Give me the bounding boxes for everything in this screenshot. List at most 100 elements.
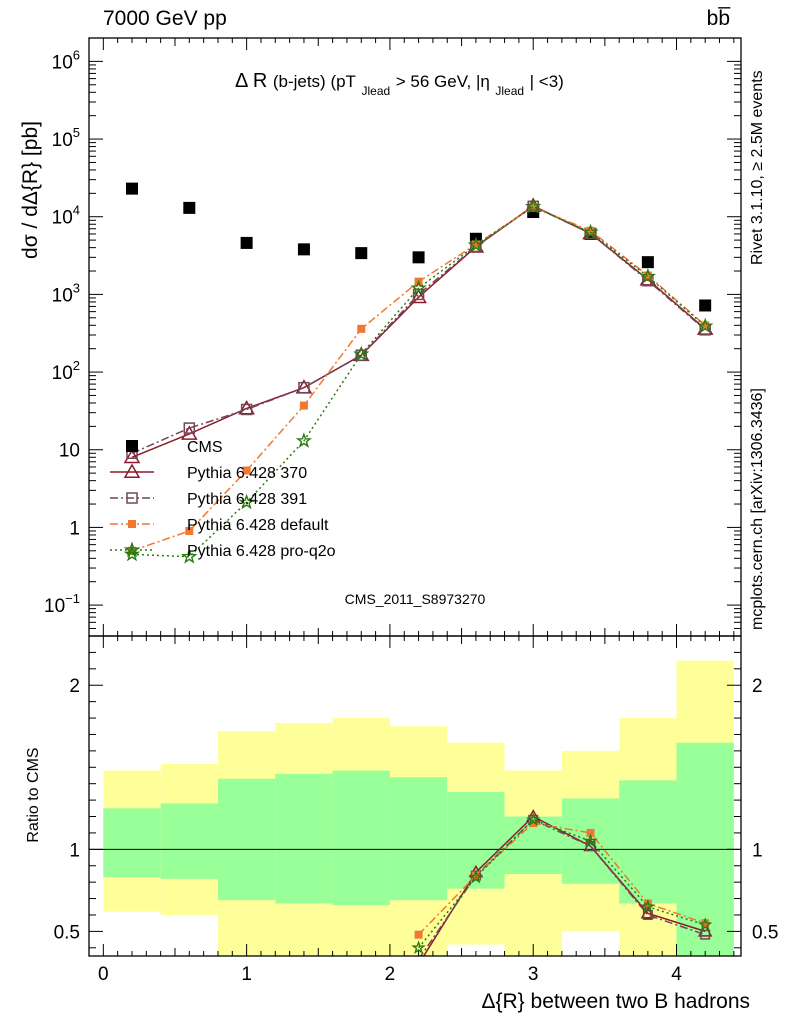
y-tick-base: 10 [52,363,73,384]
ratio-series-group [411,809,713,956]
ratio-line [418,818,706,949]
ratio-point [701,919,710,928]
x-axis-label: Δ{R} between two B hadrons [481,990,750,1013]
y-tick-base: 10 [59,441,80,462]
series-line [131,205,706,454]
data-point [238,399,255,415]
data-point [529,203,538,212]
x-tick-label: 4 [671,964,682,985]
y-tick-label: 1 [69,518,80,539]
ratio-point [583,833,598,848]
y-tick-label: 102 [52,358,80,384]
y-tick-exponent: 4 [73,203,80,218]
ratio-y-tick-label: 0.5 [54,922,80,943]
ratio-point [642,909,653,920]
data-point [696,317,714,334]
data-point [123,448,141,464]
uncertainty-bands [103,660,734,956]
legend-marker [128,520,136,528]
legend: CMS Pythia 6.428 370 Pythia 6.428 391 Pythi… [110,439,336,560]
title-cut: > 56 GeV, |η [396,72,490,91]
data-point [412,251,425,264]
data-point [355,247,368,260]
ratio-panel: 0 1 2 3 4 0.5 0.5 1 1 2 2 [54,38,778,985]
data-point [299,401,308,410]
data-point [181,548,198,564]
ratio-frame [88,635,742,957]
header-right: bb̅ [707,7,732,30]
title-main: Δ R [235,70,267,92]
data-point [240,236,253,249]
legend-marker [123,541,141,558]
ratio-point [585,841,596,852]
data-point [185,526,194,535]
data-point [699,299,712,312]
main-series-group [123,182,714,564]
x-tick-label: 2 [385,964,396,985]
ratio-point [529,819,538,828]
data-point [643,271,652,280]
ratio-point [468,869,484,884]
data-point [471,240,480,249]
data-point [183,201,196,214]
ratio-point [640,899,656,913]
x-tick-label: 0 [98,964,109,985]
y-tick-base: 1 [69,518,80,539]
legend-label: CMS [187,439,223,456]
title-end: | <3) [530,72,564,91]
ratio-line [418,822,706,936]
data-point [410,279,427,296]
data-point [123,545,141,562]
legend-label: Pythia 6.428 pro-q2o [187,543,336,560]
ratio-point [411,940,426,955]
data-point [357,324,366,333]
y-tick-base: 10 [52,285,73,306]
main-title: Δ R (b-jets) (pT Jlead > 56 GeV, |η Jlea… [235,70,564,100]
title-jlead-2: Jlead [495,84,524,98]
data-point [355,349,368,361]
data-point [586,226,595,235]
ratio-y-tick-label-right: 2 [752,676,763,697]
ratio-point [526,812,541,827]
y-tick-exponent: 3 [73,280,80,295]
data-point [125,182,138,195]
y-tick-label: 106 [52,47,80,73]
data-point [410,288,427,304]
data-point [238,493,255,510]
ratio-y-tick-label: 1 [69,840,80,861]
ratio-point [700,929,711,940]
ratio-y-tick-label-right: 0.5 [752,922,778,943]
y-tick-base: 10 [52,208,73,229]
legend-marker [123,463,141,478]
rivet-label: Rivet 3.1.10, ≥ 2.5M events [749,70,766,265]
y-tick-label: 104 [52,203,80,229]
ratio-line [422,815,706,956]
data-point [242,466,251,475]
y-tick-base: 10 [52,52,73,73]
legend-label: Pythia 6.428 391 [187,491,307,508]
data-point [524,197,542,214]
y-tick-exponent: 5 [73,125,80,140]
green-band-bin [275,773,333,904]
green-band-bin [389,777,448,901]
header-left: 7000 GeV pp [103,7,227,30]
data-point [183,422,196,434]
y-tick-base: 10 [52,130,73,151]
main-ylabel: dσ / dΔ{R} [pb] [19,121,42,259]
data-point [295,432,313,448]
ratio-point [586,828,595,837]
x-tick-label: 1 [241,964,252,985]
ratio-y-tick-label-right: 1 [752,840,763,861]
ratio-point [471,871,480,880]
ratio-point [697,917,713,932]
data-point [641,256,654,269]
data-point [701,321,710,330]
data-point [467,236,485,253]
data-point [582,223,599,240]
watermark: CMS_2011_S8973270 [345,591,486,607]
y-tick-label: 103 [52,280,80,306]
y-tick-label: 105 [52,125,80,151]
y-tick-exponent: −1 [65,591,80,606]
